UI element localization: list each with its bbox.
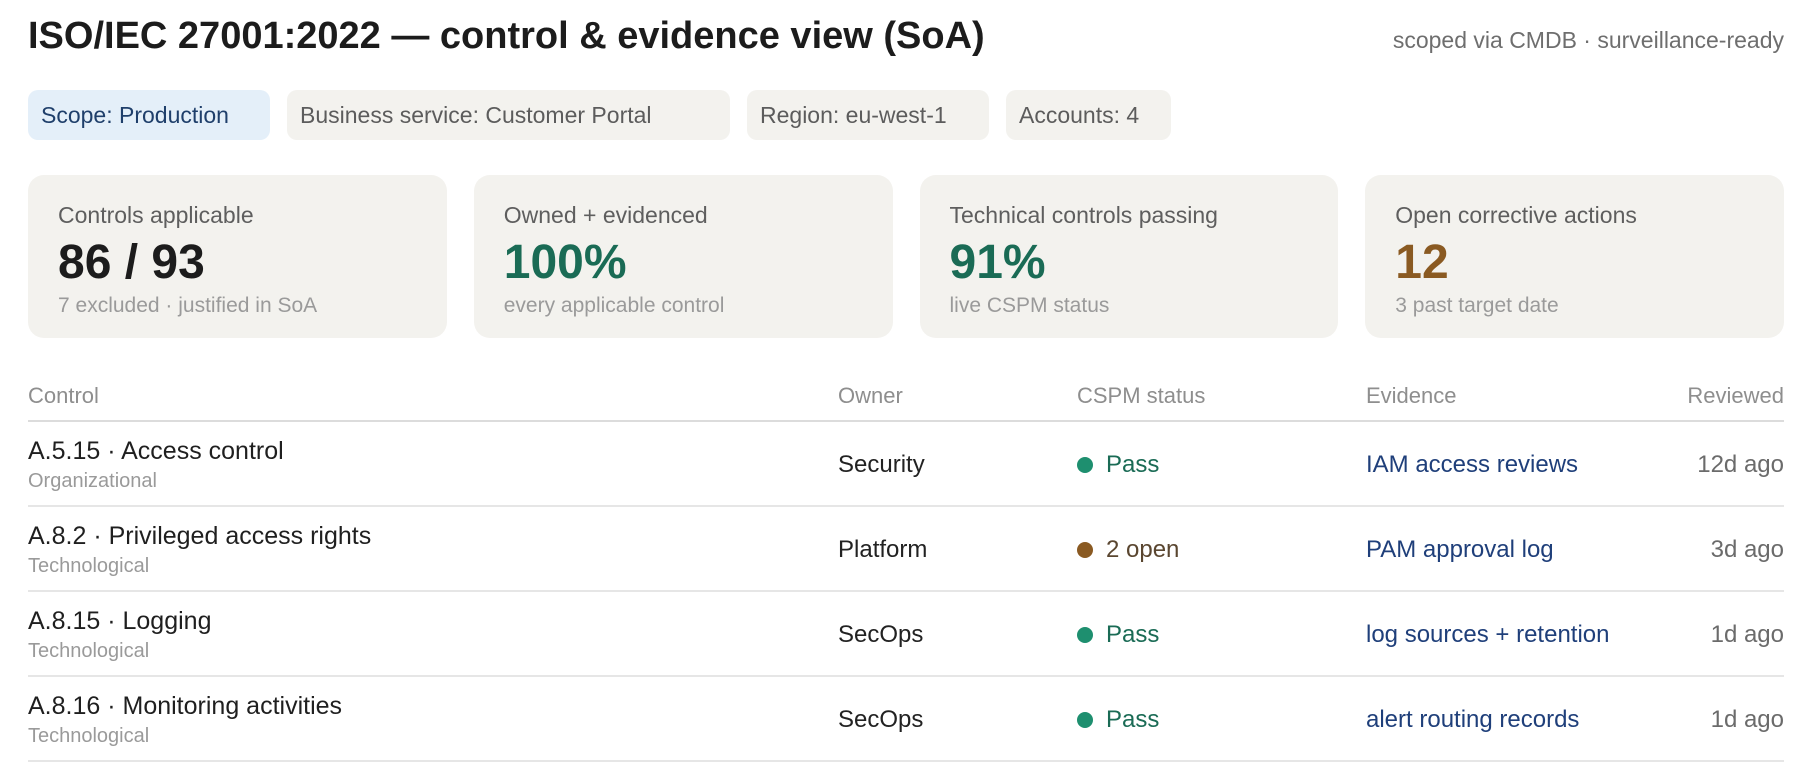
column-header-evidence[interactable]: Evidence xyxy=(1366,383,1457,408)
owner-cell: SecOps xyxy=(838,621,924,648)
table-row[interactable]: A.8.16 · Monitoring activities Technolog… xyxy=(28,677,1784,762)
reviewed-cell: 1d ago xyxy=(1710,706,1784,733)
card-value: 91% xyxy=(949,236,1046,289)
reviewed-cell: 1d ago xyxy=(1710,621,1784,648)
control-type: Organizational xyxy=(28,470,157,492)
card-owned-evidenced: Owned + evidenced 100% every applicable … xyxy=(473,175,893,338)
status-dot-icon xyxy=(1077,457,1093,473)
card-technical-controls-passing: Technical controls passing 91% live CSPM… xyxy=(919,175,1339,338)
column-header-cspm-status[interactable]: CSPM status xyxy=(1077,383,1206,408)
filter-chips: Scope: Production Business service: Cust… xyxy=(28,90,1171,140)
status-dot-icon xyxy=(1077,627,1093,643)
status-dot-icon xyxy=(1077,542,1093,558)
control-type: Technological xyxy=(28,555,150,577)
reviewed-cell: 12d ago xyxy=(1697,451,1784,478)
card-note: 7 excluded · justified in SoA xyxy=(58,294,318,317)
control-cell: A.8.15 · Logging Technological xyxy=(28,606,211,664)
control-cell: A.8.16 · Monitoring activities Technolog… xyxy=(28,691,342,749)
filter-chip-business-service[interactable]: Business service: Customer Portal xyxy=(287,90,730,140)
reviewed-cell: 3d ago xyxy=(1710,536,1784,563)
summary-cards: Controls applicable 86 / 93 7 excluded ·… xyxy=(28,175,1784,338)
column-header-reviewed[interactable]: Reviewed xyxy=(1687,383,1784,408)
cspm-status-cell: 2 open xyxy=(1077,535,1179,565)
card-label: Controls applicable xyxy=(58,202,254,228)
evidence-link[interactable]: PAM approval log xyxy=(1366,536,1554,563)
status-label: Pass xyxy=(1106,451,1160,478)
evidence-link[interactable]: IAM access reviews xyxy=(1366,451,1579,478)
status-label: 2 open xyxy=(1106,536,1180,563)
table-row[interactable]: A.8.2 · Privileged access rights Technol… xyxy=(28,507,1784,592)
status-label: Pass xyxy=(1106,621,1160,648)
page-subtitle: scoped via CMDB · surveillance-ready xyxy=(1392,27,1784,53)
cspm-status-cell: Pass xyxy=(1077,705,1159,735)
evidence-link[interactable]: alert routing records xyxy=(1366,706,1580,733)
control-name: A.8.15 · Logging xyxy=(28,607,212,635)
filter-chip-accounts[interactable]: Accounts: 4 xyxy=(1006,90,1171,140)
card-note: every applicable control xyxy=(503,294,725,317)
owner-cell: Security xyxy=(838,451,925,478)
owner-cell: Platform xyxy=(838,536,928,563)
cspm-status-cell: Pass xyxy=(1077,450,1159,480)
card-value: 86 / 93 xyxy=(58,236,205,289)
card-controls-applicable: Controls applicable 86 / 93 7 excluded ·… xyxy=(28,175,447,338)
card-note: live CSPM status xyxy=(949,294,1110,317)
table-header: Control Owner CSPM status Evidence Revie… xyxy=(28,372,1784,422)
page-header: ISO/IEC 27001:2022 — control & evidence … xyxy=(28,14,1784,58)
page-title: ISO/IEC 27001:2022 — control & evidence … xyxy=(28,15,985,57)
control-name: A.8.16 · Monitoring activities xyxy=(28,692,343,720)
control-name: A.5.15 · Access control xyxy=(28,437,284,465)
column-header-owner[interactable]: Owner xyxy=(838,383,903,408)
card-note: 3 past target date xyxy=(1395,294,1559,317)
card-label: Owned + evidenced xyxy=(503,202,708,228)
card-label: Open corrective actions xyxy=(1395,202,1637,228)
column-header-control[interactable]: Control xyxy=(28,383,99,408)
control-name: A.8.2 · Privileged access rights xyxy=(28,522,372,550)
control-cell: A.5.15 · Access control Organizational xyxy=(28,436,284,494)
card-open-corrective-actions: Open corrective actions 12 3 past target… xyxy=(1365,175,1784,338)
filter-chip-region[interactable]: Region: eu-west-1 xyxy=(747,90,989,140)
status-dot-icon xyxy=(1077,712,1093,728)
table-row[interactable]: A.8.15 · Logging Technological SecOps Pa… xyxy=(28,592,1784,677)
control-type: Technological xyxy=(28,640,150,662)
controls-table: Control Owner CSPM status Evidence Revie… xyxy=(28,372,1784,762)
control-cell: A.8.2 · Privileged access rights Technol… xyxy=(28,521,371,579)
card-value: 100% xyxy=(503,236,627,289)
owner-cell: SecOps xyxy=(838,706,924,733)
control-type: Technological xyxy=(28,725,150,747)
filter-chip-scope[interactable]: Scope: Production xyxy=(28,90,270,140)
evidence-link[interactable]: log sources + retention xyxy=(1366,621,1610,648)
card-label: Technical controls passing xyxy=(949,202,1218,228)
table-row[interactable]: A.5.15 · Access control Organizational S… xyxy=(28,422,1784,507)
status-label: Pass xyxy=(1106,706,1160,733)
card-value: 12 xyxy=(1395,236,1449,289)
cspm-status-cell: Pass xyxy=(1077,620,1159,650)
